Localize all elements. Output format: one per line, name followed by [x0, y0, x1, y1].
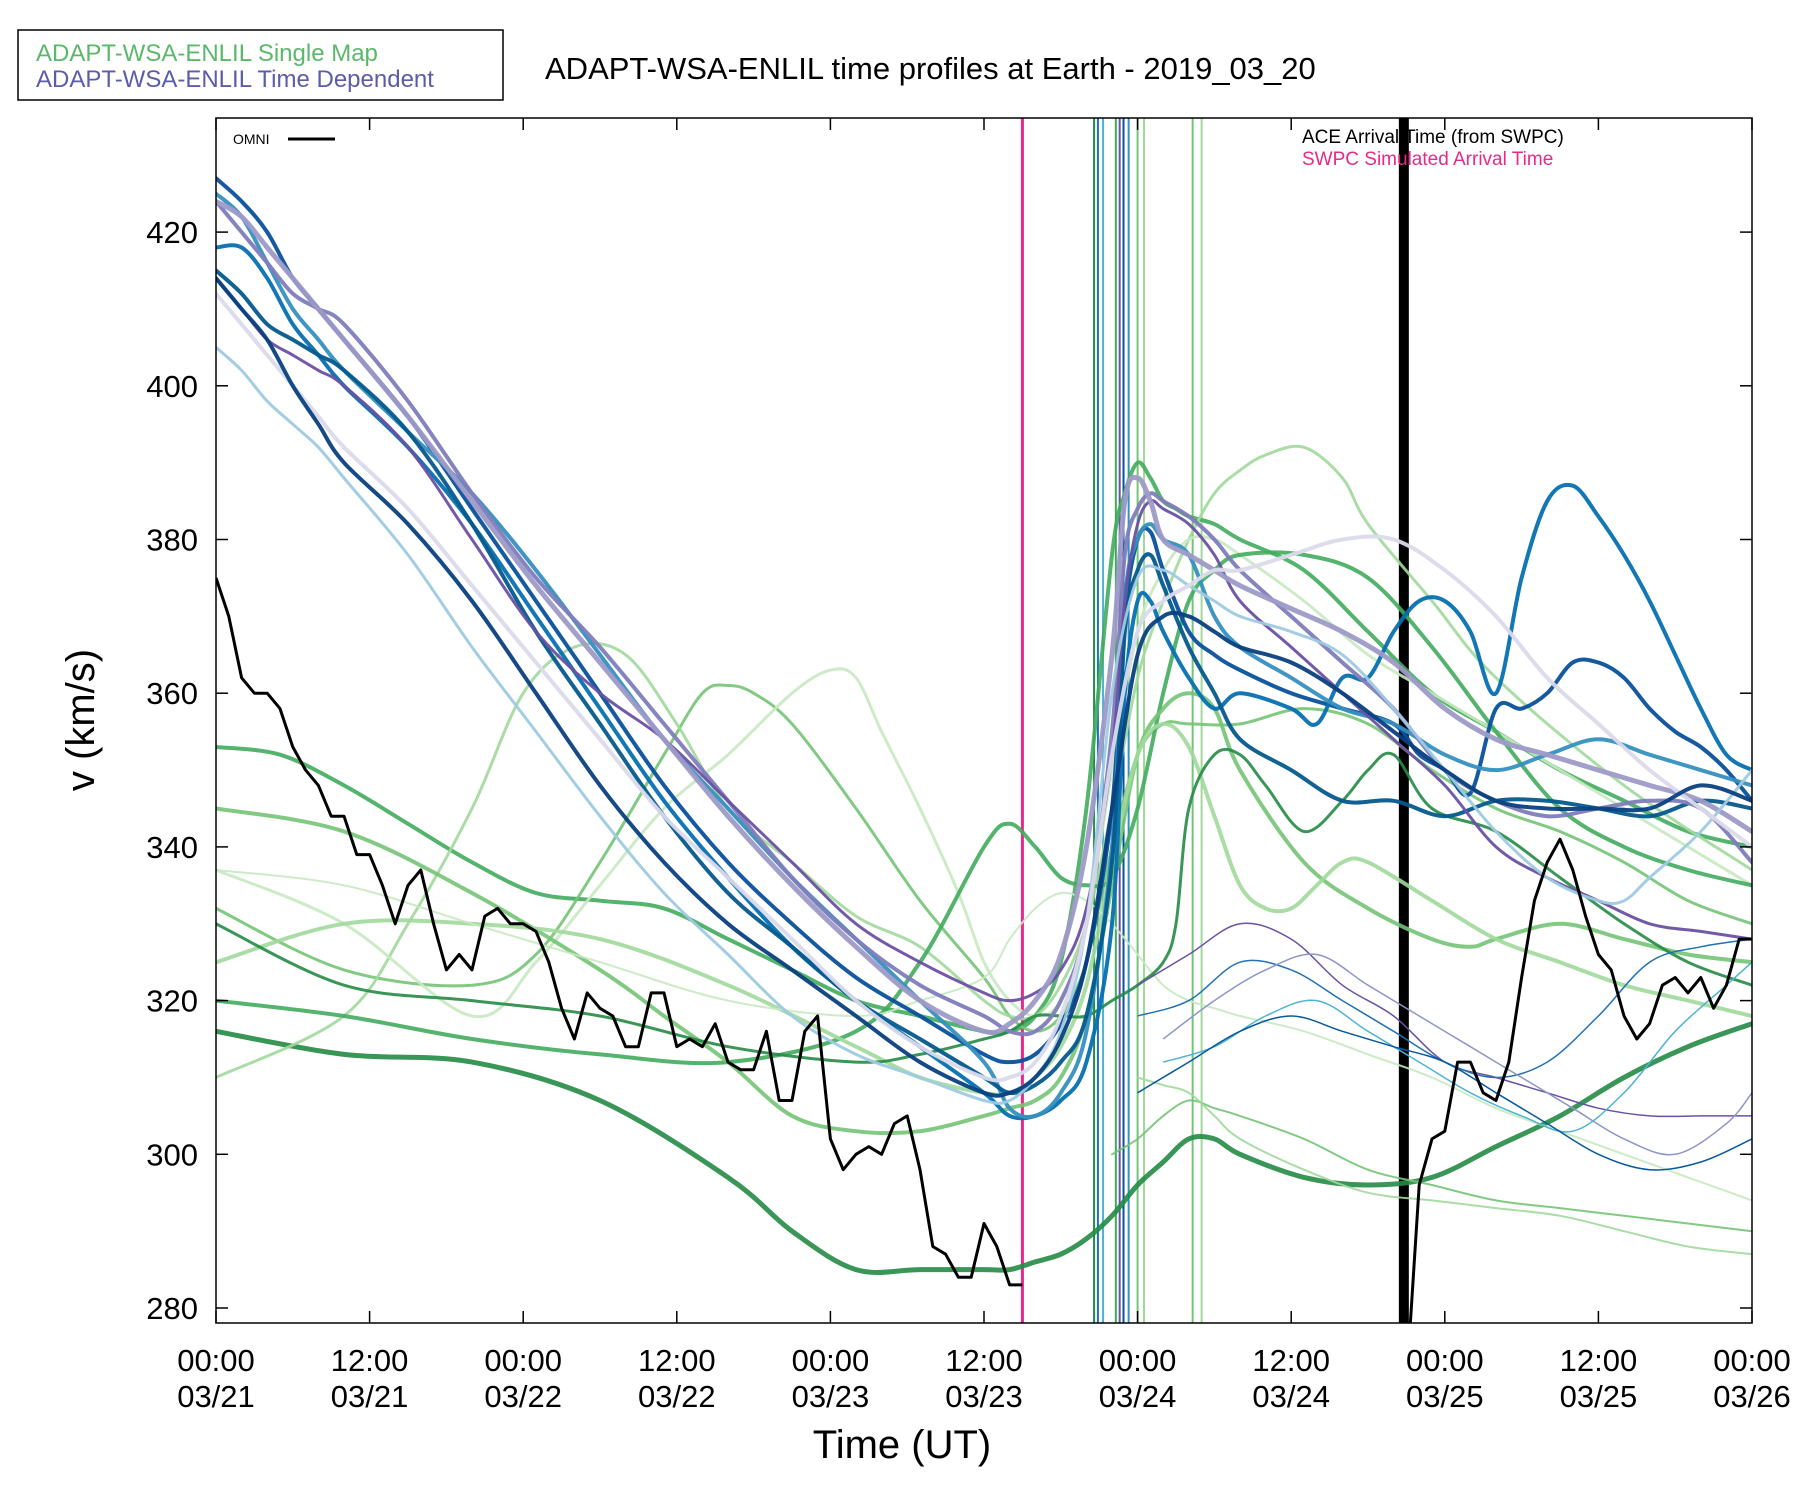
x-tick-time-0: 00:00 — [177, 1343, 255, 1378]
x-tick-time-6: 00:00 — [1099, 1343, 1177, 1378]
time-dependent-line-4 — [216, 268, 1752, 1096]
x-tick-date-3: 03/22 — [638, 1379, 716, 1414]
x-tick-date-6: 03/24 — [1099, 1379, 1177, 1414]
x-tick-date-8: 03/25 — [1406, 1379, 1484, 1414]
x-axis: 00:0003/2112:0003/2100:0003/2212:0003/22… — [177, 118, 1791, 1414]
thin-line-4 — [1162, 961, 1752, 1133]
swpc-legend-label: SWPC Simulated Arrival Time — [1302, 149, 1553, 170]
single-map-line-1 — [216, 1021, 1752, 1275]
x-axis-title: Time (UT) — [813, 1423, 991, 1467]
plot-background — [216, 118, 1752, 1323]
x-tick-date-10: 03/26 — [1713, 1379, 1791, 1414]
y-tick-label-420: 420 — [146, 215, 198, 250]
y-tick-label-360: 360 — [146, 676, 198, 711]
x-tick-time-5: 12:00 — [945, 1343, 1023, 1378]
x-tick-time-1: 12:00 — [331, 1343, 409, 1378]
x-tick-date-2: 03/22 — [484, 1379, 562, 1414]
single-map-line-2 — [216, 460, 1752, 1036]
y-tick-label-380: 380 — [146, 523, 198, 558]
ace-legend-label: ACE Arrival Time (from SWPC) — [1302, 127, 1564, 148]
time-dependent-line-6 — [216, 276, 1752, 1003]
y-tick-label-280: 280 — [146, 1291, 198, 1326]
y-tick-label-400: 400 — [146, 369, 198, 404]
thin-line-3 — [1162, 953, 1752, 1156]
x-tick-time-3: 12:00 — [638, 1343, 716, 1378]
x-tick-time-4: 00:00 — [792, 1343, 870, 1378]
single-map-line-10 — [216, 747, 1752, 1064]
x-tick-date-5: 03/23 — [945, 1379, 1023, 1414]
x-tick-date-7: 03/24 — [1252, 1379, 1330, 1414]
x-tick-date-1: 03/21 — [331, 1379, 409, 1414]
chart-title: ADAPT-WSA-ENLIL time profiles at Earth -… — [545, 51, 1316, 86]
time-dependent-line-10 — [216, 276, 1752, 1098]
time-dependent-line-2 — [216, 243, 1752, 1121]
single-map-line-9 — [216, 869, 1752, 1202]
x-tick-date-0: 03/21 — [177, 1379, 255, 1414]
single-map-line-12 — [1136, 1076, 1752, 1256]
y-tick-label-340: 340 — [146, 830, 198, 865]
y-tick-label-300: 300 — [146, 1137, 198, 1172]
legend-single-map: ADAPT-WSA-ENLIL Single Map — [36, 40, 378, 67]
x-tick-time-2: 00:00 — [484, 1343, 562, 1378]
single-map-line-11 — [1111, 1099, 1752, 1233]
legend-time-dependent: ADAPT-WSA-ENLIL Time Dependent — [36, 66, 434, 93]
x-tick-time-9: 12:00 — [1560, 1343, 1638, 1378]
x-tick-date-4: 03/23 — [792, 1379, 870, 1414]
omni-series — [216, 577, 1752, 1323]
omni-line-segment-2 — [1408, 837, 1752, 1323]
in-plot-legend: OMNI ACE Arrival Time (from SWPC) SWPC S… — [233, 127, 1564, 170]
time-dependent-series — [216, 176, 1752, 1121]
x-tick-time-10: 00:00 — [1713, 1343, 1791, 1378]
x-tick-time-8: 00:00 — [1406, 1343, 1484, 1378]
thin-series — [1137, 922, 1752, 1171]
y-axis: 280 300 320 340 360 380 400 420 — [146, 215, 1752, 1326]
omni-legend-label: OMNI — [233, 131, 270, 147]
time-dependent-line-8 — [216, 345, 1752, 1105]
time-dependent-line-7 — [216, 198, 1752, 1035]
time-dependent-line-9 — [216, 291, 1752, 1083]
single-map-line-8 — [216, 721, 1752, 1097]
group-legend-frame — [17, 29, 504, 101]
plot-area — [216, 118, 1752, 1323]
x-tick-date-9: 03/25 — [1560, 1379, 1638, 1414]
vertical-markers — [1020, 118, 1409, 1323]
y-axis-title: v (km/s) — [59, 649, 103, 791]
group-legend: ADAPT-WSA-ENLIL Single Map ADAPT-WSA-ENL… — [17, 29, 504, 101]
x-tick-time-7: 12:00 — [1252, 1343, 1330, 1378]
y-tick-label-320: 320 — [146, 984, 198, 1019]
omni-line — [216, 577, 1023, 1287]
thin-line-5 — [1137, 1015, 1752, 1171]
